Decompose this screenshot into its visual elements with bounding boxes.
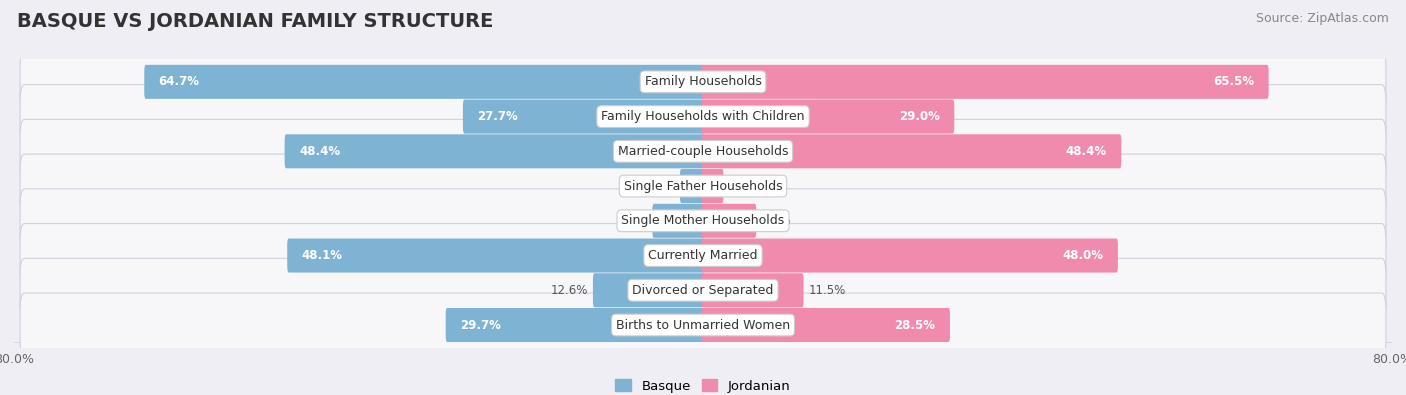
FancyBboxPatch shape: [652, 204, 704, 238]
FancyBboxPatch shape: [20, 189, 1386, 253]
FancyBboxPatch shape: [20, 119, 1386, 183]
Text: 48.1%: 48.1%: [302, 249, 343, 262]
FancyBboxPatch shape: [593, 273, 704, 307]
Text: 27.7%: 27.7%: [478, 110, 519, 123]
FancyBboxPatch shape: [702, 65, 1268, 99]
FancyBboxPatch shape: [20, 293, 1386, 357]
Text: 5.7%: 5.7%: [617, 214, 647, 227]
FancyBboxPatch shape: [20, 154, 1386, 218]
FancyBboxPatch shape: [446, 308, 704, 342]
FancyBboxPatch shape: [702, 100, 955, 134]
FancyBboxPatch shape: [702, 308, 950, 342]
Text: 48.4%: 48.4%: [1066, 145, 1107, 158]
FancyBboxPatch shape: [284, 134, 704, 168]
Text: BASQUE VS JORDANIAN FAMILY STRUCTURE: BASQUE VS JORDANIAN FAMILY STRUCTURE: [17, 12, 494, 31]
Text: 2.2%: 2.2%: [728, 180, 759, 192]
FancyBboxPatch shape: [20, 224, 1386, 288]
Text: Single Father Households: Single Father Households: [624, 180, 782, 192]
FancyBboxPatch shape: [702, 273, 804, 307]
Text: 65.5%: 65.5%: [1213, 75, 1254, 88]
FancyBboxPatch shape: [20, 50, 1386, 114]
FancyBboxPatch shape: [681, 169, 704, 203]
Text: Currently Married: Currently Married: [648, 249, 758, 262]
Legend: Basque, Jordanian: Basque, Jordanian: [616, 380, 790, 393]
FancyBboxPatch shape: [702, 204, 756, 238]
Text: Family Households: Family Households: [644, 75, 762, 88]
Text: 12.6%: 12.6%: [550, 284, 588, 297]
Text: 11.5%: 11.5%: [808, 284, 846, 297]
FancyBboxPatch shape: [287, 239, 704, 273]
Text: 6.0%: 6.0%: [762, 214, 792, 227]
FancyBboxPatch shape: [20, 85, 1386, 149]
Text: 48.0%: 48.0%: [1063, 249, 1104, 262]
Text: 28.5%: 28.5%: [894, 318, 935, 331]
Text: 29.0%: 29.0%: [898, 110, 939, 123]
FancyBboxPatch shape: [463, 100, 704, 134]
Text: 2.5%: 2.5%: [645, 180, 675, 192]
Text: Divorced or Separated: Divorced or Separated: [633, 284, 773, 297]
FancyBboxPatch shape: [702, 239, 1118, 273]
Text: 64.7%: 64.7%: [159, 75, 200, 88]
Text: Births to Unmarried Women: Births to Unmarried Women: [616, 318, 790, 331]
Text: 48.4%: 48.4%: [299, 145, 340, 158]
Text: Source: ZipAtlas.com: Source: ZipAtlas.com: [1256, 12, 1389, 25]
FancyBboxPatch shape: [702, 169, 724, 203]
Text: Single Mother Households: Single Mother Households: [621, 214, 785, 227]
Text: 29.7%: 29.7%: [460, 318, 501, 331]
FancyBboxPatch shape: [20, 258, 1386, 322]
Text: Married-couple Households: Married-couple Households: [617, 145, 789, 158]
FancyBboxPatch shape: [145, 65, 704, 99]
FancyBboxPatch shape: [702, 134, 1122, 168]
Text: Family Households with Children: Family Households with Children: [602, 110, 804, 123]
